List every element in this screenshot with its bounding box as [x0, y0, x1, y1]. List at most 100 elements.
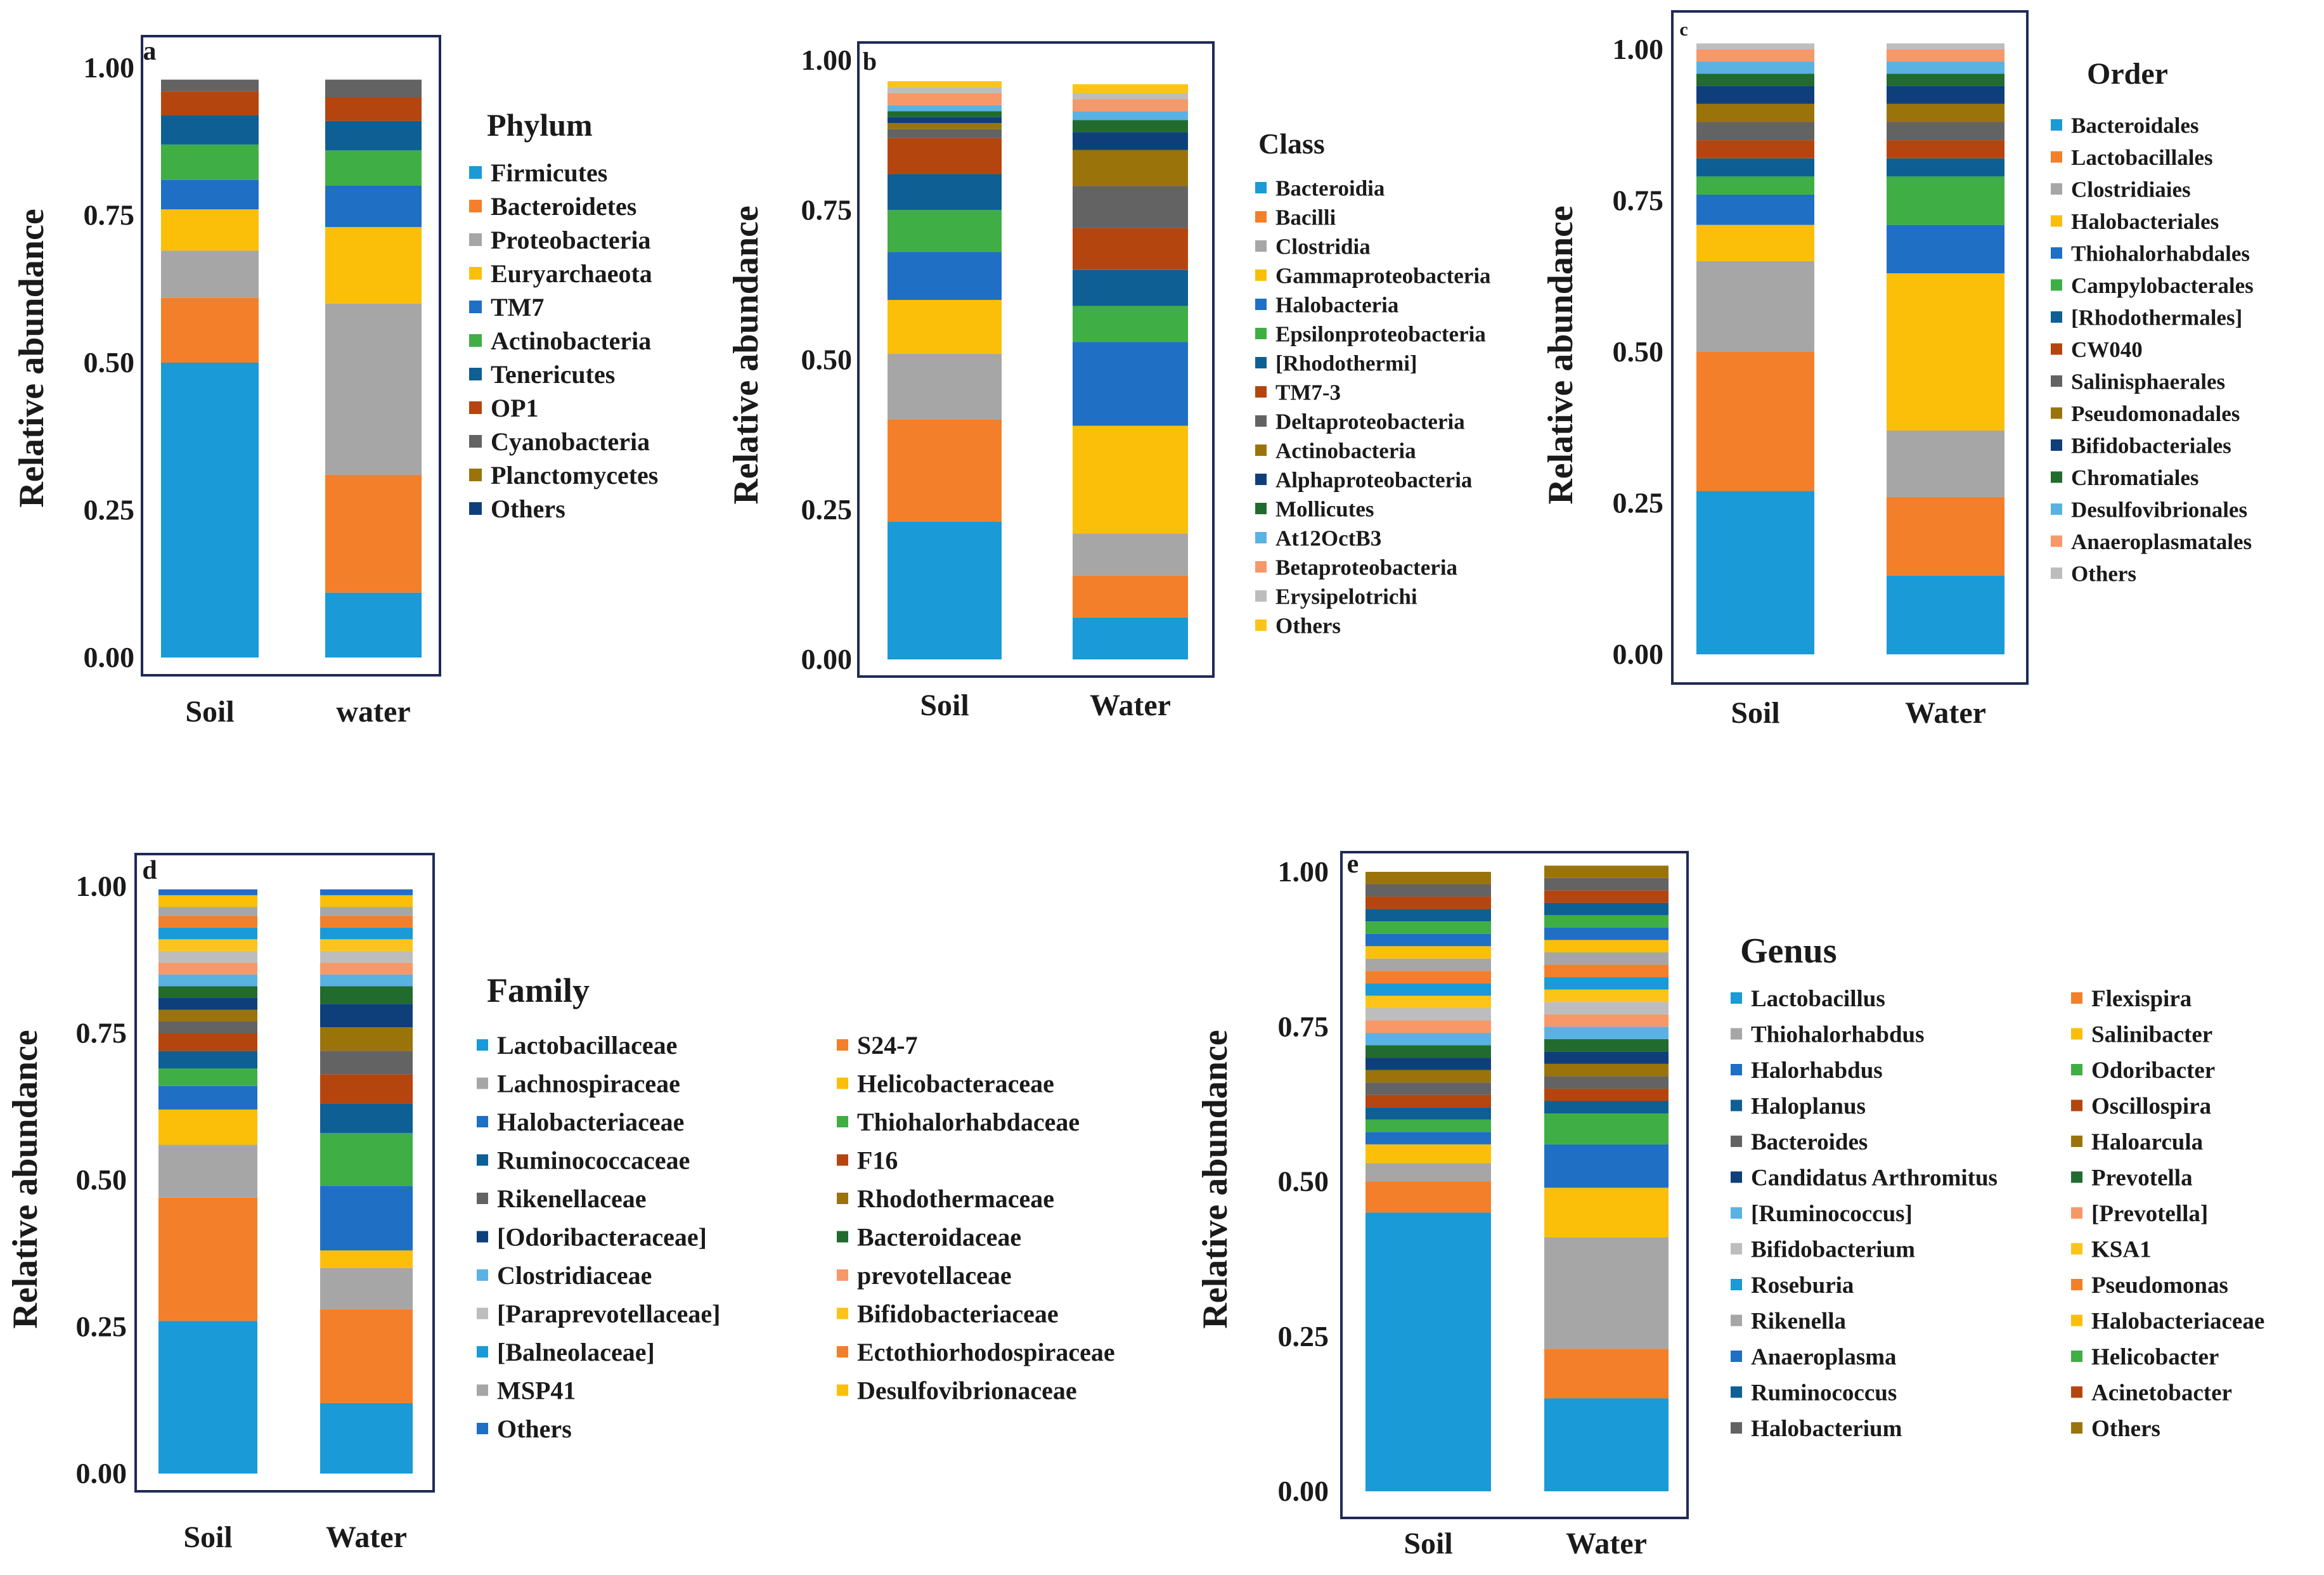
legend-label: Clostridia — [1275, 234, 1371, 259]
bar-segment-haloplanus — [1544, 1101, 1669, 1114]
bar-segment-thiohalorhabdus — [1544, 1237, 1669, 1349]
legend-item: Oscillospira — [2071, 1093, 2211, 1119]
legend-label: Oscillospira — [2091, 1093, 2211, 1119]
bar-segment-at12octb3 — [1073, 111, 1188, 120]
bar-segment-actinobacteria — [888, 123, 1002, 129]
bar-segment-oscillospira — [1365, 1094, 1491, 1108]
y-tick-label: 0.75 — [1278, 1010, 1329, 1042]
panel-label: a — [143, 37, 157, 66]
legend-item: Anaeroplasma — [1731, 1344, 1897, 1370]
bar-segment-clostridiaies — [1696, 261, 1814, 352]
bar-segment-others — [1696, 43, 1814, 49]
legend-item: Bacteroidales — [2051, 113, 2199, 138]
bar-segment-mollicutes — [1073, 120, 1188, 133]
bar-segment-thiohalorhabdaceae — [158, 1068, 257, 1086]
legend-swatch — [1255, 532, 1267, 543]
bar-segment-ksa1 — [1544, 989, 1669, 1002]
legend-label: [Rhodothermales] — [2071, 305, 2242, 330]
legend: Order Bacteroidales Lactobacillales Clostri… — [2051, 57, 2254, 586]
bar-segment-ksa1 — [1365, 995, 1491, 1008]
legend-label: Clostridiaies — [2071, 177, 2191, 202]
legend-title: Family — [487, 971, 590, 1009]
bar-segment-halobacteriales — [1887, 273, 2004, 431]
legend-swatch — [1255, 211, 1267, 223]
y-tick-label: 0.00 — [76, 1457, 127, 1489]
y-tick-label: 0.75 — [1613, 185, 1664, 217]
legend-item: Ruminococcaceae — [477, 1146, 690, 1175]
chart-panel-a: a Relative abundance 0.00 0.25 0.50 0.75 1.00 S… — [12, 35, 658, 729]
legend-item: [Paraprevotellaceae] — [477, 1300, 720, 1328]
legend-item: Actinobacteria — [1255, 438, 1416, 463]
bar-segment-tm7-3 — [1073, 228, 1188, 270]
bar-segment-pseudomonadales — [1696, 103, 1814, 122]
legend-swatch — [2051, 247, 2062, 259]
legend-swatch — [469, 301, 482, 313]
legend-label: [Prevotella] — [2091, 1201, 2208, 1227]
y-axis-title: Relative abundance — [6, 1030, 45, 1328]
legend-label: Bacteroidia — [1275, 176, 1385, 200]
legend-label: Proteobacteria — [491, 226, 650, 254]
bar-segment-ruminococcaceae — [320, 1103, 413, 1133]
bar-segment-prevotellaceae — [158, 963, 257, 975]
legend-item: CW040 — [2051, 337, 2143, 362]
legend-swatch — [477, 1346, 488, 1358]
bar-segment-tm7 — [325, 186, 422, 228]
legend-swatch — [1731, 1243, 1742, 1255]
legend-item: Lachnospiraceae — [477, 1070, 680, 1098]
legend-swatch — [2071, 1243, 2082, 1255]
legend-label: Halobacteria — [1275, 292, 1398, 317]
legend-swatch — [2071, 1136, 2082, 1147]
legend-label: [Balneolaceae] — [497, 1338, 655, 1366]
y-tick-label: 0.75 — [84, 199, 135, 231]
legend-item: Mollicutes — [1255, 496, 1374, 521]
legend-item: Salinisphaerales — [2051, 369, 2225, 394]
stacked-bar-soil — [158, 889, 257, 1474]
legend-label: Lactobacillaceae — [497, 1031, 677, 1060]
bar-segment-anaeroplasmatales — [1887, 49, 2004, 62]
legend-swatch — [1255, 415, 1267, 427]
legend-item: [Rhodothermi] — [1255, 351, 1417, 375]
legend-swatch — [837, 1116, 848, 1127]
legend-label: Halobacteriales — [2071, 209, 2219, 234]
legend-label: Clostridiaceae — [497, 1261, 652, 1290]
bar-segment-clostridiaceae — [158, 974, 257, 987]
y-tick-label: 1.00 — [84, 51, 135, 84]
bar-segment-halobacteriales — [1696, 224, 1814, 261]
legend-label: Haloplanus — [1751, 1093, 1866, 1119]
legend-label: Candidatus Arthromitus — [1751, 1165, 1998, 1191]
legend-item: Pseudomonas — [2071, 1273, 2228, 1299]
legend-label: Anaeroplasmatales — [2071, 529, 2252, 554]
legend-item: Helicobacter — [2071, 1344, 2219, 1370]
bar-segment-halobacteria — [888, 252, 1002, 300]
bar-segment-rhodothermaceae — [320, 1027, 413, 1051]
bar-segment-tm7 — [161, 179, 259, 210]
bar-segment-bifidobacteriaceae — [320, 939, 413, 951]
legend-item: OP1 — [469, 394, 539, 422]
legend-label: Salinisphaerales — [2071, 369, 2225, 394]
bar-segment-others — [1544, 865, 1669, 878]
bar-segment-betaproteobacteria — [1073, 99, 1188, 112]
legend-swatch — [1255, 299, 1267, 310]
legend-item: F16 — [837, 1146, 898, 1175]
bar-segment-prevotella — [1365, 1045, 1491, 1058]
bar-segment-actinobacteria — [1073, 150, 1188, 186]
bar-segment-lachnospiraceae — [158, 1144, 257, 1198]
legend-swatch — [477, 1231, 488, 1243]
bar-segment-ectothiorhodospiraceae — [158, 916, 257, 928]
legend-label: OP1 — [491, 394, 539, 422]
bar-segment-gammaproteobacteria — [888, 300, 1002, 354]
legend-swatch — [2071, 1351, 2082, 1362]
bar-segment-rhodothermaceae — [158, 1009, 257, 1021]
legend-label: Bifidobacterium — [1751, 1236, 1915, 1262]
y-axis-title: Relative abundance — [726, 205, 766, 504]
legend: Class Bacteroidia Bacilli Clostridia Gammapr… — [1255, 127, 1491, 638]
bar-segment-helicobacter — [1365, 921, 1491, 934]
bar-segment-others — [158, 889, 257, 895]
legend-item: Desulfovibrionaceae — [837, 1377, 1077, 1405]
legend-label: S24-7 — [857, 1031, 918, 1060]
legend-item: Odoribacter — [2071, 1058, 2215, 1084]
bar-segment-helicobacter — [1544, 915, 1669, 928]
legend-swatch — [1731, 1136, 1742, 1147]
plot-frame — [1671, 10, 2029, 685]
